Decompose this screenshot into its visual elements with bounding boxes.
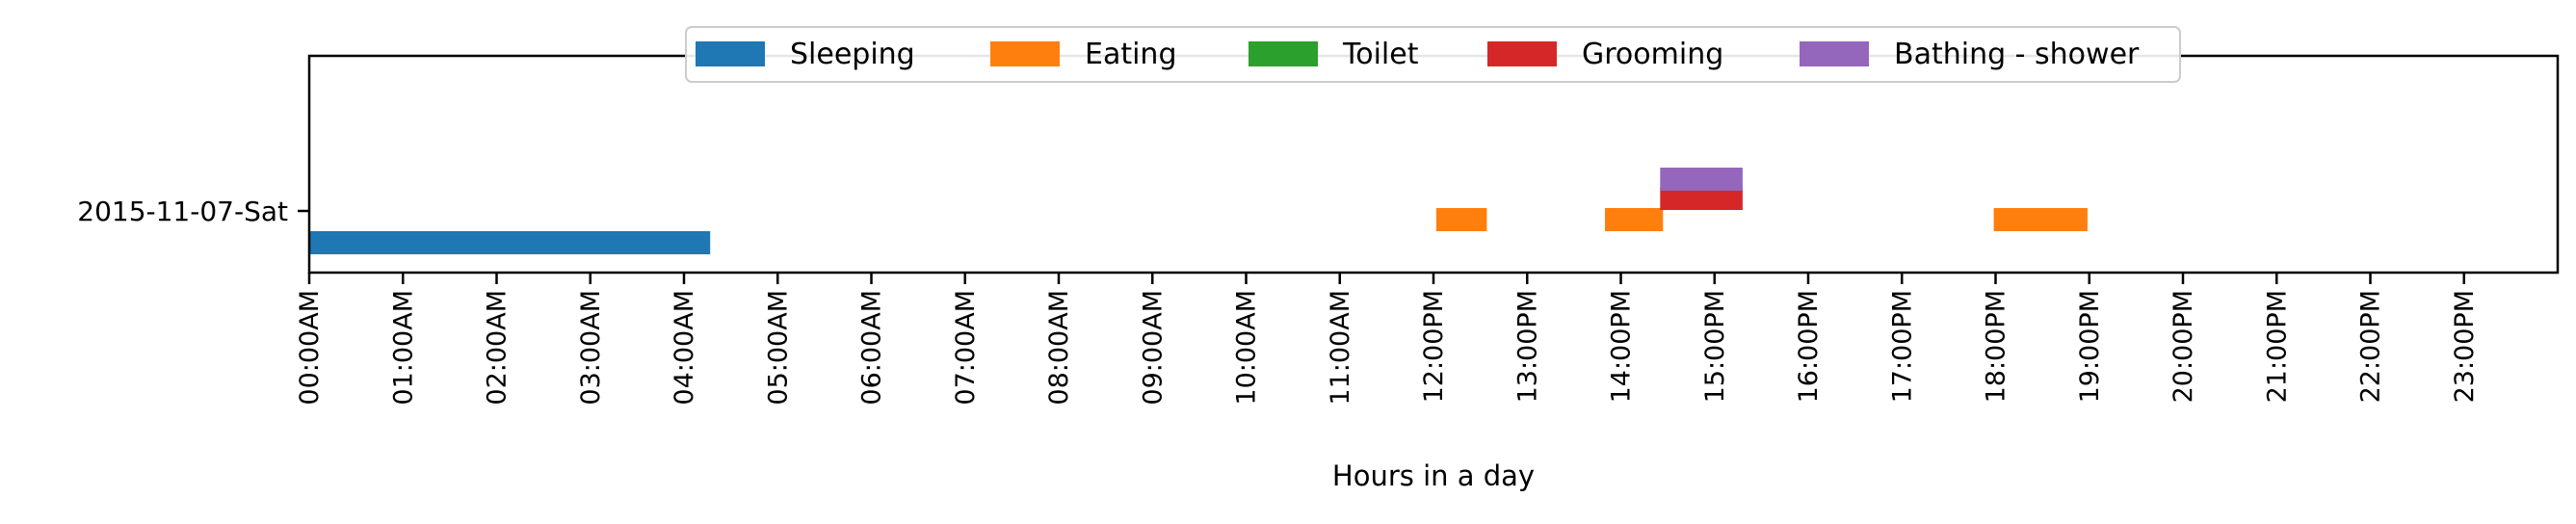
x-tick-label: 07:00AM <box>951 290 981 406</box>
x-tick-label: 09:00AM <box>1138 290 1168 406</box>
x-tick-label: 08:00AM <box>1044 290 1074 406</box>
x-tick-label: 03:00AM <box>576 290 606 406</box>
legend-label: Eating <box>1085 38 1177 71</box>
x-tick-label: 00:00AM <box>295 290 325 406</box>
bar-eating-1 <box>1605 208 1664 231</box>
legend-label: Grooming <box>1582 38 1723 71</box>
x-tick-label: 12:00PM <box>1419 290 1449 403</box>
x-tick-label: 22:00PM <box>2356 290 2386 403</box>
y-category-label: 2015-11-07-Sat <box>77 196 288 227</box>
bar-eating-2 <box>1993 208 2088 231</box>
x-tick-label: 20:00PM <box>2169 290 2198 403</box>
legend-swatch-eating <box>990 41 1060 66</box>
x-tick-label: 04:00AM <box>670 290 699 406</box>
x-tick-label: 01:00AM <box>388 290 418 406</box>
bar-eating-0 <box>1435 208 1487 231</box>
legend-swatch-grooming <box>1487 41 1557 66</box>
x-tick-label: 14:00PM <box>1607 290 1637 403</box>
x-tick-label: 19:00PM <box>2075 290 2105 403</box>
legend-box <box>685 26 2181 83</box>
x-axis-label: Hours in a day <box>1332 459 1535 492</box>
x-tick-label: 13:00PM <box>1512 290 1542 403</box>
x-tick-label: 15:00PM <box>1700 290 1730 403</box>
legend-swatch-sleeping <box>696 41 765 66</box>
ticks-layer: 00:00AM 01:00AM 02:00AM 03:00AM 04:00AM 05:00… <box>77 196 2480 406</box>
x-tick-label: 06:00AM <box>857 290 887 406</box>
x-tick-label: 16:00PM <box>1794 290 1824 403</box>
bar-bathing-shower-0 <box>1660 168 1743 191</box>
x-tick-label: 02:00AM <box>483 290 513 406</box>
legend-swatch-toilet <box>1249 41 1318 66</box>
x-tick-label: 10:00AM <box>1232 290 1262 406</box>
legend-label: Bathing - shower <box>1894 38 2140 71</box>
legend: Sleeping Eating Toilet Grooming Bathing - sh… <box>685 26 2181 83</box>
bars-layer <box>309 168 2088 254</box>
legend-label: Sleeping <box>790 38 915 71</box>
x-tick-label: 23:00PM <box>2450 290 2480 403</box>
x-tick-label: 11:00AM <box>1326 290 1355 406</box>
x-tick-label: 18:00PM <box>1982 290 2011 403</box>
x-tick-label: 05:00AM <box>763 290 793 406</box>
legend-swatch-bathing-shower <box>1800 41 1869 66</box>
x-tick-label: 17:00PM <box>1887 290 1917 403</box>
bar-sleeping-0 <box>309 231 711 254</box>
x-tick-label: 21:00PM <box>2262 290 2292 403</box>
legend-label: Toilet <box>1342 38 1419 71</box>
